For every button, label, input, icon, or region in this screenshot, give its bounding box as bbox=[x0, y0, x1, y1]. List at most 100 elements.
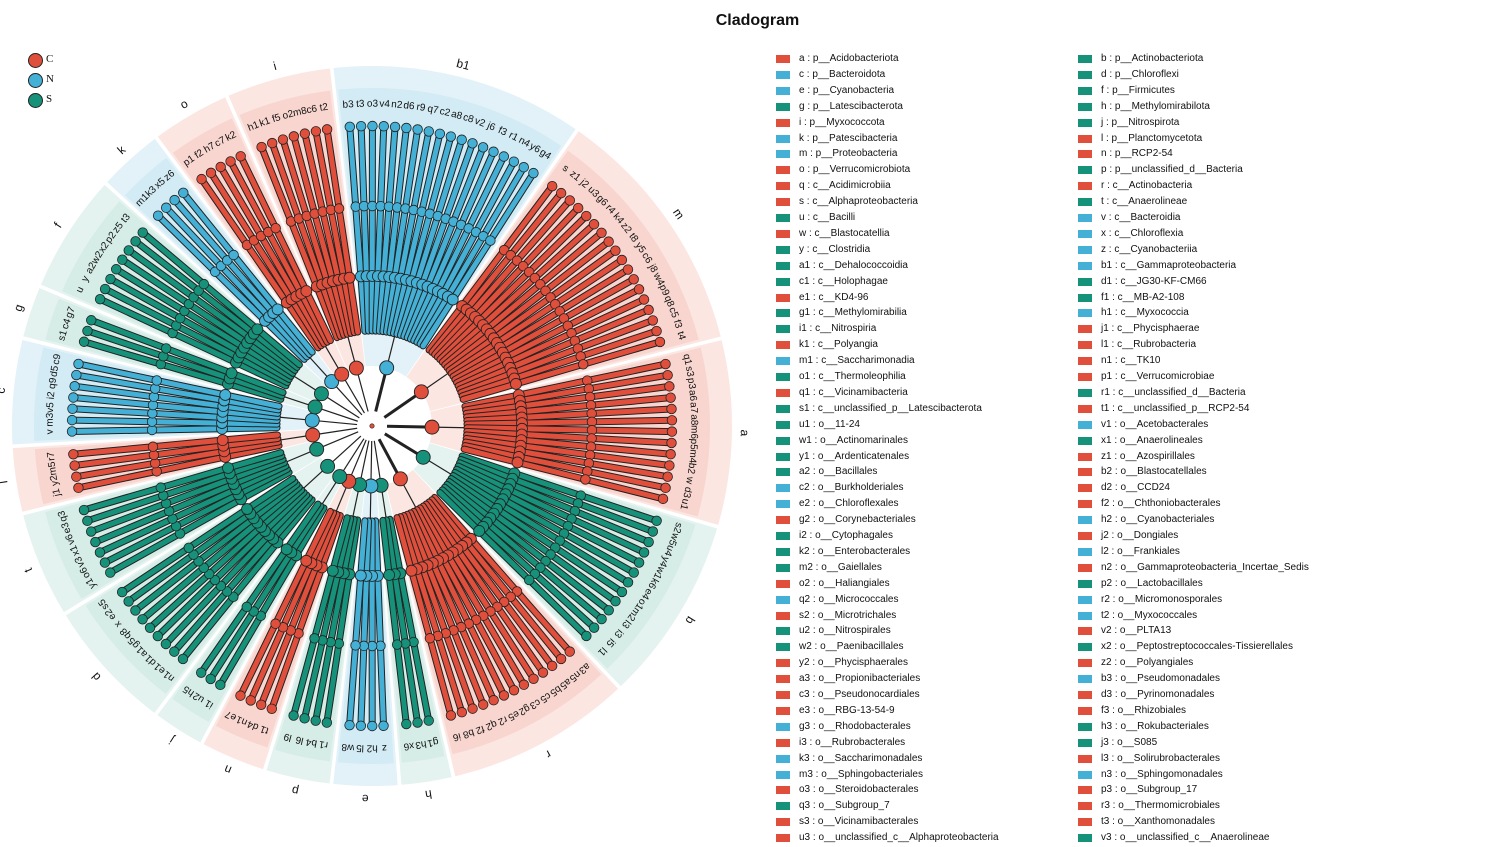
legend-label: p3 : o__Subgroup_17 bbox=[1101, 784, 1197, 795]
legend-swatch bbox=[776, 453, 790, 461]
taxon-node bbox=[581, 211, 591, 221]
taxon-node bbox=[156, 483, 166, 493]
legend-label: h2 : o__Cyanobacteriales bbox=[1101, 514, 1214, 525]
legend-label: j : p__Nitrospirota bbox=[1101, 117, 1179, 128]
leaf-label: m6 bbox=[688, 425, 699, 440]
phylum-label: d bbox=[89, 670, 104, 684]
legend-label: q2 : o__Micrococcales bbox=[799, 594, 899, 605]
legend-label: w1 : o__Actinomarinales bbox=[799, 435, 908, 446]
taxon-node bbox=[519, 162, 529, 172]
taxon-node bbox=[206, 168, 216, 178]
taxon-node bbox=[138, 228, 148, 238]
group-legend-label: S bbox=[46, 93, 52, 105]
legend-label: a1 : c__Dehalococcoidia bbox=[799, 260, 908, 271]
taxon-node bbox=[634, 285, 644, 295]
legend-label: k2 : o__Enterobacterales bbox=[799, 546, 910, 557]
taxon-node bbox=[368, 121, 378, 131]
legend-label: v2 : o__PLTA13 bbox=[1101, 625, 1171, 636]
legend-label: f3 : o__Rhizobiales bbox=[1101, 705, 1186, 716]
legend-swatch bbox=[776, 373, 790, 381]
taxon-node bbox=[79, 505, 89, 515]
taxon-node bbox=[667, 427, 677, 437]
taxon-node bbox=[199, 279, 209, 289]
taxon-node bbox=[72, 472, 82, 482]
taxon-node bbox=[236, 691, 246, 701]
legend-label: e2 : o__Chloroflexales bbox=[799, 498, 899, 509]
taxon-node bbox=[267, 704, 277, 714]
taxon-node bbox=[617, 255, 627, 265]
taxon-node bbox=[351, 641, 361, 651]
legend-swatch bbox=[1078, 707, 1092, 715]
legend-swatch bbox=[1078, 659, 1092, 667]
legend-swatch bbox=[1078, 818, 1092, 826]
legend-label: d2 : o__CCD24 bbox=[1101, 482, 1170, 493]
phylum-label: b1 bbox=[455, 56, 472, 73]
legend-swatch bbox=[1078, 357, 1092, 365]
legend-swatch bbox=[776, 357, 790, 365]
legend-label: m3 : o__Sphingobacteriales bbox=[799, 769, 923, 780]
legend-label: q1 : c__Vicinamibacteria bbox=[799, 387, 908, 398]
phylum-label: l bbox=[0, 480, 11, 485]
legend-label: v3 : o__unclassified_c__Anaerolineae bbox=[1101, 832, 1269, 843]
legend-label: r1 : c__unclassified_d__Bacteria bbox=[1101, 387, 1246, 398]
legend-swatch bbox=[776, 834, 790, 842]
taxon-node bbox=[178, 654, 188, 664]
group-legend-marker bbox=[28, 73, 43, 88]
taxon-node bbox=[406, 565, 417, 576]
legend-label: s2 : o__Microtrichales bbox=[799, 610, 896, 621]
legend-label: c3 : o__Pseudonocardiales bbox=[799, 689, 920, 700]
taxon-node bbox=[131, 606, 141, 616]
taxon-node bbox=[639, 295, 649, 305]
legend-swatch bbox=[776, 309, 790, 317]
taxon-node bbox=[604, 237, 614, 247]
legend-swatch bbox=[1078, 453, 1092, 461]
legend-swatch bbox=[776, 214, 790, 222]
legend-label: a3 : o__Propionibacteriales bbox=[799, 673, 920, 684]
taxon-node bbox=[196, 668, 206, 678]
legend-label: z : c__Cyanobacteriia bbox=[1101, 244, 1197, 255]
taxon-node bbox=[486, 236, 496, 246]
taxon-node bbox=[229, 250, 239, 260]
leaf-label: x6 bbox=[403, 740, 415, 752]
legend-label: p1 : c__Verrucomicrobiae bbox=[1101, 371, 1214, 382]
leaf-label: t3 bbox=[356, 99, 365, 110]
legend-label: d3 : o__Pyrinomonadales bbox=[1101, 689, 1214, 700]
legend-swatch bbox=[1078, 786, 1092, 794]
taxon-node bbox=[509, 157, 519, 167]
legend-swatch bbox=[776, 739, 790, 747]
taxon-node bbox=[267, 138, 277, 148]
taxon-node bbox=[271, 223, 281, 233]
legend-label: g2 : o__Corynebacteriales bbox=[799, 514, 916, 525]
taxon-node bbox=[547, 661, 557, 671]
legend-label: q : c__Acidimicrobiia bbox=[799, 180, 891, 191]
legend-label: v1 : o__Acetobacterales bbox=[1101, 419, 1208, 430]
phylum-label: c bbox=[0, 387, 8, 394]
legend-label: n2 : o__Gammaproteobacteria_Incertae_Sed… bbox=[1101, 562, 1309, 573]
legend-label: t3 : o__Xanthomonadales bbox=[1101, 816, 1215, 827]
taxon-node bbox=[311, 126, 321, 136]
leaf-label: n2 bbox=[391, 99, 403, 111]
legend-label: h : p__Methylomirabilota bbox=[1101, 101, 1210, 112]
phylum-label: h bbox=[424, 787, 433, 802]
taxon-node bbox=[648, 527, 658, 537]
leaf-label: v bbox=[45, 429, 56, 434]
taxon-node bbox=[152, 376, 162, 386]
legend-swatch bbox=[1078, 309, 1092, 317]
legend-swatch bbox=[1078, 325, 1092, 333]
legend-swatch bbox=[1078, 675, 1092, 683]
legend-swatch bbox=[776, 87, 790, 95]
legend-swatch bbox=[776, 627, 790, 635]
phylum-node bbox=[414, 385, 428, 399]
leaf-label: i2 bbox=[46, 391, 58, 400]
taxon-node bbox=[623, 578, 633, 588]
legend-label: a2 : o__Bacillales bbox=[799, 466, 877, 477]
taxon-node bbox=[589, 623, 599, 633]
taxon-node bbox=[242, 504, 253, 515]
taxon-node bbox=[667, 415, 677, 425]
taxon-node bbox=[474, 525, 485, 536]
legend-label: y1 : o__Ardenticatenales bbox=[799, 451, 909, 462]
legend-label: n : p__RCP2-54 bbox=[1101, 148, 1173, 159]
taxon-node bbox=[652, 516, 662, 526]
legend-swatch bbox=[1078, 341, 1092, 349]
legend-label: i : p__Myxococcota bbox=[799, 117, 885, 128]
